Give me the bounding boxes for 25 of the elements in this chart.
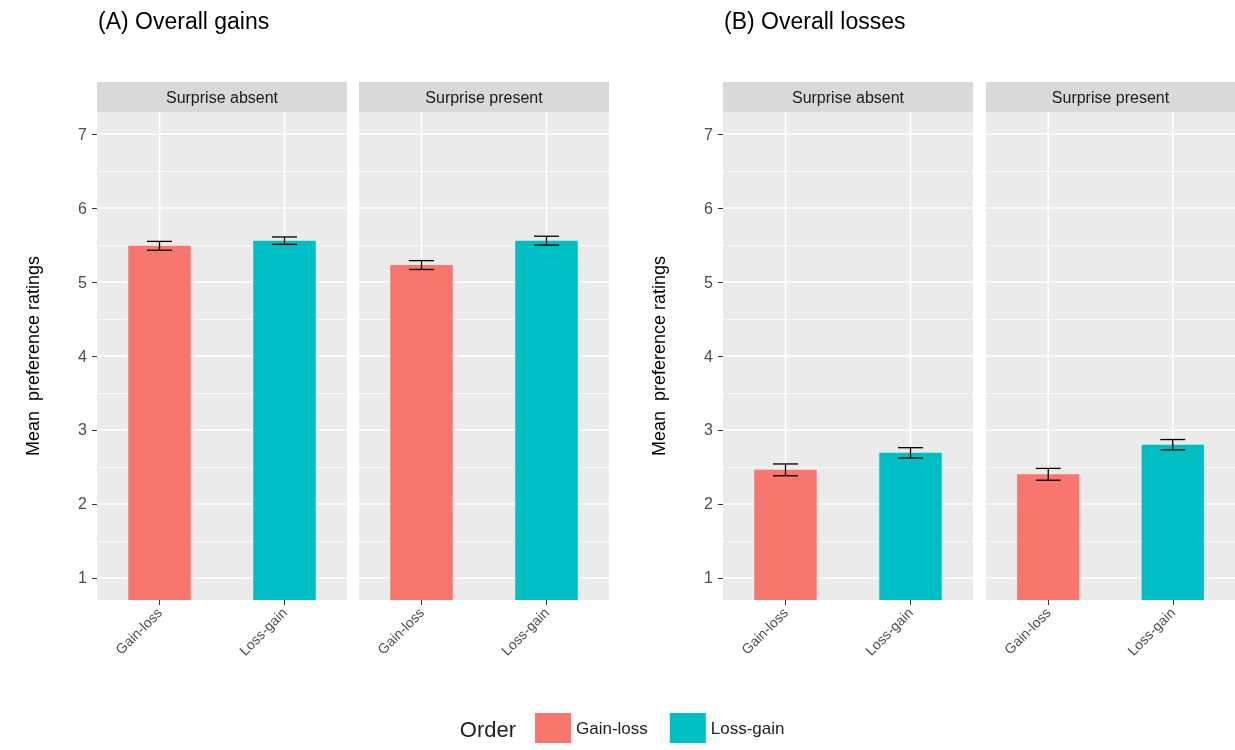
y-tick-label: 3 xyxy=(78,421,88,439)
legend-label: Gain-loss xyxy=(576,718,648,738)
legend-label: Loss-gain xyxy=(710,718,785,738)
chart-subtitle: Surprise present xyxy=(1051,88,1170,106)
chart-title: (A) Overall gains xyxy=(98,7,270,34)
y-tick-label: 1 xyxy=(78,569,88,587)
y-tick-label: 5 xyxy=(704,273,714,291)
y-tick-label: 7 xyxy=(704,125,714,143)
y-tick-label: 6 xyxy=(704,199,714,217)
y-tick-label: 2 xyxy=(704,495,714,513)
chart-subtitle: Surprise absent xyxy=(791,88,905,106)
y-tick-label: 3 xyxy=(704,421,714,439)
y-tick-label: 6 xyxy=(78,199,88,217)
y-tick-label: 2 xyxy=(78,495,88,513)
legend-title: Order xyxy=(459,716,517,742)
y-axis-title: Mean preference ratings xyxy=(23,255,43,457)
y-tick-label: 1 xyxy=(704,569,714,587)
y-tick-label: 7 xyxy=(78,125,88,143)
chart-title: (B) Overall losses xyxy=(724,7,906,34)
y-tick-label: 4 xyxy=(78,347,88,365)
y-tick-label: 5 xyxy=(78,273,88,291)
chart-subtitle: Surprise absent xyxy=(165,88,279,106)
y-axis-title: Mean preference ratings xyxy=(649,255,669,457)
chart-subtitle: Surprise present xyxy=(425,88,544,106)
y-tick-label: 4 xyxy=(704,347,714,365)
